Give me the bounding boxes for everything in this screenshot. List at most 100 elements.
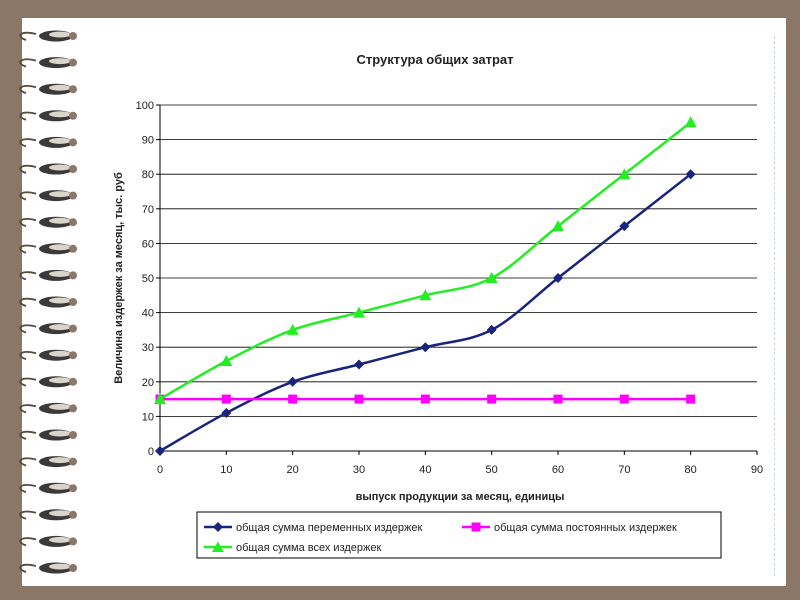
spiral-wire xyxy=(19,430,37,440)
spiral-coil-highlight xyxy=(49,31,71,38)
spiral-coil-highlight xyxy=(49,84,71,91)
legend-marker-0 xyxy=(213,522,223,532)
spiral-wire xyxy=(19,191,37,201)
y-tick-label: 60 xyxy=(142,238,154,250)
data-point-1 xyxy=(420,394,430,404)
spiral-hole xyxy=(69,191,77,200)
spiral-wire xyxy=(19,84,37,95)
spiral-coil-highlight xyxy=(49,457,71,464)
x-tick-label: 80 xyxy=(685,464,697,476)
spiral-hole xyxy=(69,537,77,546)
spiral-coil-highlight xyxy=(49,297,71,304)
spiral-hole xyxy=(69,457,77,466)
series-group xyxy=(154,116,697,456)
x-tick-labels: 0 10 20 30 40 50 60 70 80 90 xyxy=(157,464,763,476)
y-tick-label: 10 xyxy=(142,411,154,423)
spiral-coil-highlight xyxy=(49,403,71,410)
spiral-wire xyxy=(19,31,37,41)
data-point-2 xyxy=(618,168,631,180)
x-tick-label: 30 xyxy=(353,464,365,476)
spiral-hole xyxy=(69,111,77,120)
data-point-2 xyxy=(684,116,697,128)
spiral-wire xyxy=(19,563,37,573)
spiral-hole xyxy=(69,271,77,280)
spiral-hole xyxy=(69,404,77,413)
data-point-1 xyxy=(354,394,364,404)
y-tick-label: 0 xyxy=(148,446,154,458)
spiral-coil-highlight xyxy=(49,377,71,384)
spiral-hole xyxy=(69,564,77,572)
x-axis-label: выпуск продукции за месяц, единицы xyxy=(356,491,565,503)
legend: общая сумма переменных издержек общая су… xyxy=(196,511,722,559)
data-point-0 xyxy=(486,324,497,335)
data-point-2 xyxy=(353,306,365,318)
spiral-coil-highlight xyxy=(49,536,71,543)
data-point-0 xyxy=(619,221,630,232)
spiral-hole xyxy=(69,377,77,386)
legend-label-2: общая сумма всех издержек xyxy=(236,542,382,554)
spiral-coil-highlight xyxy=(49,563,71,570)
spiral-wire xyxy=(19,537,37,547)
y-tick-label: 100 xyxy=(136,100,154,112)
spiral-hole xyxy=(69,58,77,67)
spiral-hole xyxy=(69,324,77,333)
spiral-wire xyxy=(19,510,37,520)
y-tick-label: 70 xyxy=(142,204,154,216)
spiral-coil-highlight xyxy=(49,111,71,118)
spiral-wire xyxy=(19,217,37,228)
legend-box xyxy=(196,511,722,559)
spiral-hole xyxy=(69,298,77,306)
page-margin-line xyxy=(774,36,775,576)
spiral-coil-highlight xyxy=(49,244,71,251)
data-point-2 xyxy=(220,355,233,367)
y-tick-label: 20 xyxy=(142,377,154,389)
legend-marker-2 xyxy=(212,541,224,552)
data-point-0 xyxy=(155,446,165,456)
spiral-wire xyxy=(19,297,37,307)
data-point-0 xyxy=(553,273,563,283)
spiral-wire xyxy=(19,244,37,254)
legend-marker-1 xyxy=(471,522,481,532)
spiral-hole xyxy=(69,244,77,253)
spiral-coil-highlight xyxy=(49,483,71,490)
spiral-coil-highlight xyxy=(49,324,71,331)
spiral-hole xyxy=(69,218,77,227)
spiral-hole xyxy=(69,85,77,94)
x-tick-label: 10 xyxy=(220,464,232,476)
spiral-hole xyxy=(69,32,77,40)
series-line-2 xyxy=(159,121,692,401)
data-point-1 xyxy=(553,394,563,404)
legend-label-0: общая сумма переменных издержек xyxy=(236,522,422,534)
x-tick-label: 20 xyxy=(287,464,299,476)
spiral-binding xyxy=(19,30,77,574)
data-point-2 xyxy=(419,289,432,301)
data-point-0 xyxy=(354,359,364,370)
spiral-wire xyxy=(19,324,37,334)
spiral-hole xyxy=(69,165,77,173)
legend-label-1: общая сумма постоянных издержек xyxy=(494,522,677,534)
data-point-2 xyxy=(485,272,498,283)
spiral-coil-highlight xyxy=(49,430,71,437)
data-point-0 xyxy=(221,407,232,418)
data-point-0 xyxy=(420,342,431,353)
spiral-coil-highlight xyxy=(49,137,71,144)
spiral-wire xyxy=(19,404,37,414)
y-tick-label: 90 xyxy=(142,135,154,147)
y-tick-labels: 0 10 20 30 40 50 60 70 80 90 100 xyxy=(136,100,154,458)
spiral-hole xyxy=(69,138,77,147)
spiral-wire xyxy=(19,457,37,467)
spiral-wire xyxy=(19,164,37,174)
spiral-wire xyxy=(19,483,37,494)
spiral-coil-highlight xyxy=(49,270,71,277)
spiral-wire xyxy=(19,58,37,68)
y-tick-label: 50 xyxy=(142,273,154,285)
spiral-coil-highlight xyxy=(49,164,71,171)
x-tick-label: 40 xyxy=(419,464,431,476)
data-point-0 xyxy=(685,169,696,180)
spiral-hole xyxy=(69,484,77,493)
spiral-coil-highlight xyxy=(49,191,71,198)
grid-lines xyxy=(160,104,757,417)
x-tick-label: 70 xyxy=(618,464,630,476)
spiral-hole xyxy=(69,431,77,439)
